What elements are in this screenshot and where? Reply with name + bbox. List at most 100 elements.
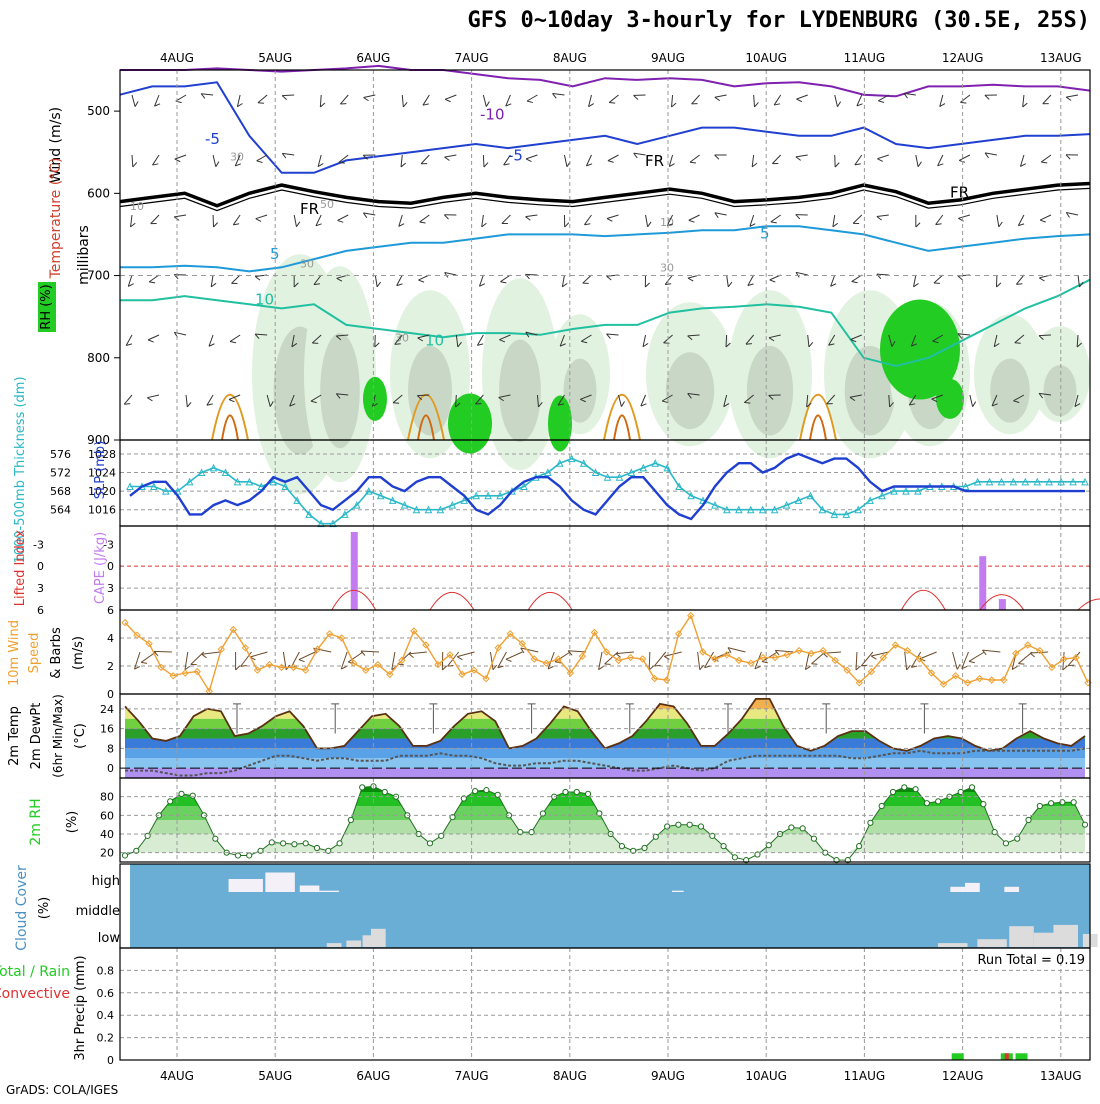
axis-label-temp: 2m Temp: [7, 706, 22, 766]
high-cloud-bar: [319, 891, 339, 892]
contour-label: FR: [300, 200, 319, 218]
slp-tick-label: 1016: [88, 504, 116, 517]
credit-label: GrADS: COLA/IGES: [6, 1083, 118, 1097]
wind-barb-flag: [1018, 664, 1024, 665]
panel-precip: [120, 948, 1090, 1060]
axis-label-wind-speed: Speed: [27, 633, 42, 674]
thickness-tick-label: 564: [50, 504, 71, 517]
wind-barb-flag: [457, 657, 462, 660]
y-tick-label: 800: [87, 351, 110, 365]
rh-point: [687, 822, 692, 827]
low-cloud-bar: [1053, 925, 1078, 947]
wind-barb-flag: [299, 660, 305, 662]
y-tick-label: 16: [100, 723, 114, 736]
rh-point: [619, 844, 624, 849]
rh-point: [676, 822, 681, 827]
date-label-top: 10AUG: [745, 51, 787, 65]
axis-label-precip: 3hr Precip (mm): [73, 955, 88, 1060]
wind-barb: [483, 155, 484, 167]
rh-point: [1049, 801, 1054, 806]
wind-barb: [905, 652, 907, 670]
wind-barb-flag: [124, 404, 130, 405]
wind-barb: [616, 652, 634, 654]
wind-barb-flag: [1016, 284, 1022, 285]
low-cloud-bar: [371, 929, 386, 947]
thickness-tick-label: 572: [50, 467, 71, 480]
lifted-tick-label: 3: [37, 582, 44, 595]
rh-point: [314, 845, 319, 850]
rh-point: [563, 789, 568, 794]
date-label-bottom: 7AUG: [455, 1069, 489, 1083]
wind-barb-flag: [393, 403, 399, 404]
rh-shade: [990, 359, 1030, 423]
rh-point: [924, 801, 929, 806]
contour-label: 30: [660, 261, 674, 274]
rh-high-shade: [548, 396, 572, 452]
contour-label: 10: [425, 331, 444, 349]
rh-point: [653, 834, 658, 839]
wind-barb: [726, 335, 727, 347]
temp-band: [120, 738, 1090, 748]
contour-label: FR: [950, 183, 969, 201]
rh-point: [969, 785, 974, 790]
temp-band: [120, 709, 1090, 719]
wind-barb: [953, 652, 958, 669]
rh-point: [122, 853, 127, 858]
y-tick-label: 500: [87, 104, 110, 118]
contour-label: 10: [255, 290, 274, 308]
y-tick-label: 80: [100, 791, 114, 804]
wind-barb: [861, 652, 873, 666]
date-label-top: 12AUG: [942, 51, 984, 65]
low-cloud-bar: [977, 939, 1006, 947]
wind-barb: [920, 652, 937, 659]
wind-barb: [1039, 335, 1051, 336]
wind-barb: [241, 652, 252, 666]
date-label-top: 8AUG: [553, 51, 587, 65]
y-tick-label: 60: [100, 809, 114, 822]
panel-cape-lifted: [120, 526, 1090, 610]
date-label-top: 11AUG: [844, 51, 886, 65]
wind-barb: [498, 652, 507, 668]
rh-point: [337, 841, 342, 846]
y-tick-label: 0.8: [97, 964, 115, 977]
axis-label-cloud: Cloud Cover: [14, 865, 30, 951]
axis-label-dewpt: 2m DewPt: [29, 703, 44, 770]
date-label-top: 9AUG: [651, 51, 685, 65]
cape-tick-label: 3: [107, 582, 114, 595]
axis-label-cloud-units: (%): [37, 897, 52, 920]
rain-bar: [1016, 1053, 1028, 1060]
date-label-top: 7AUG: [455, 51, 489, 65]
wind-barb-flag: [969, 661, 975, 662]
wind-barb: [409, 652, 427, 654]
high-cloud-bar: [300, 886, 320, 893]
y-tick-label: 0: [107, 762, 114, 775]
wind-barb: [250, 652, 267, 657]
rh-point: [913, 787, 918, 792]
wind-barb: [775, 650, 793, 652]
wind-barb-flag: [202, 654, 207, 658]
wind-barb: [568, 651, 586, 652]
lifted-index-line: [901, 590, 945, 610]
axis-label-slp: SLP (mb): [93, 441, 108, 500]
wind-barb: [599, 652, 602, 670]
rh-point: [1026, 817, 1031, 822]
date-label-bottom: 9AUG: [651, 1069, 685, 1083]
date-label-top: 4AUG: [160, 51, 194, 65]
y-tick-label: 0.4: [97, 1009, 115, 1022]
convective-bar: [1005, 1053, 1009, 1060]
date-label-top: 13AUG: [1040, 51, 1082, 65]
temp-band: [120, 699, 1090, 709]
wind-barb-flag: [258, 103, 264, 104]
rh-point: [902, 785, 907, 790]
high-cloud-bar: [965, 883, 980, 892]
cape-tick-label: 0: [107, 560, 114, 573]
axis-label-rh-units: (%): [65, 811, 80, 834]
wind-speed-line: [125, 616, 1088, 692]
wind-barb-flag: [409, 654, 414, 658]
wind-barb-flag: [1030, 653, 1034, 657]
temp-band: [120, 758, 1090, 768]
low-cloud-bar: [1009, 926, 1034, 947]
wind-barb-flag: [1015, 343, 1021, 344]
date-label-top: 5AUG: [258, 51, 292, 65]
axis-label-wind-units: (m/s): [71, 636, 86, 670]
